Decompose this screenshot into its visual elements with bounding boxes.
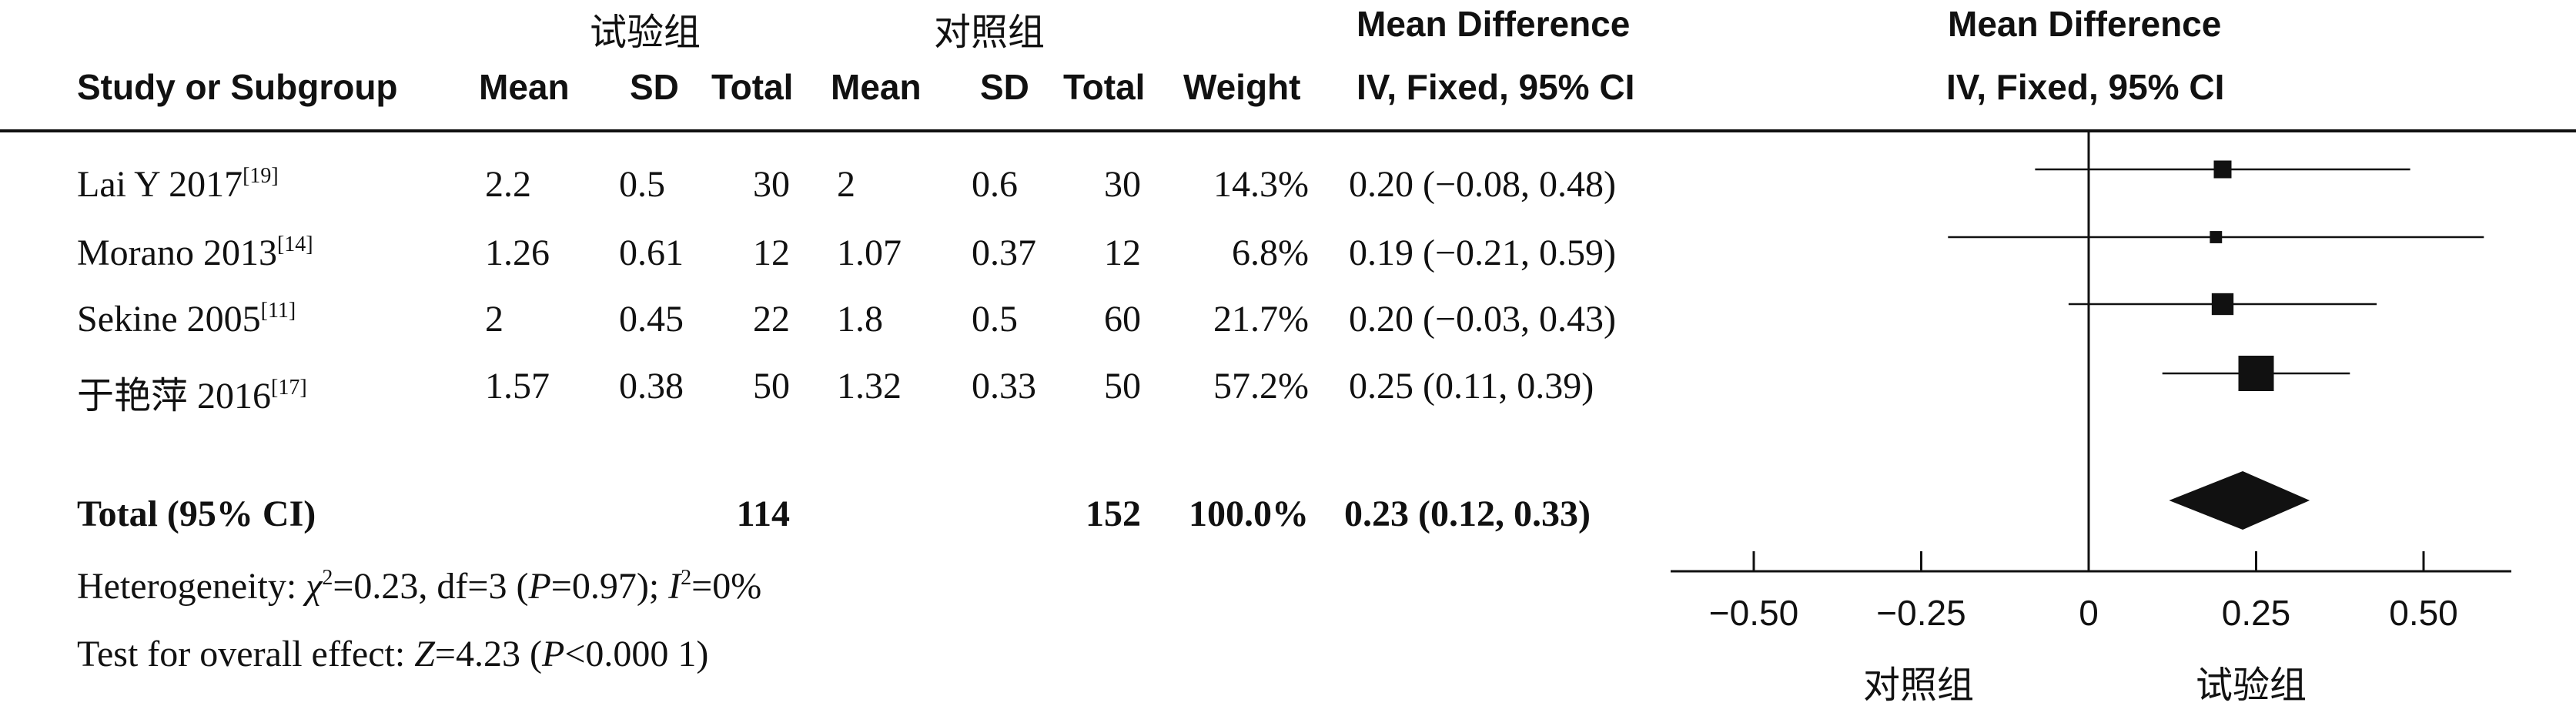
exp-mean: 1.26 — [485, 233, 550, 273]
ci-text: 0.20 (−0.08, 0.48) — [1349, 164, 1617, 205]
ctrl-sd: 0.33 — [972, 366, 1036, 407]
col-ctrl-total: Total — [1063, 67, 1146, 107]
x-tick-label: 0 — [2079, 593, 2099, 633]
exp-mean: 2 — [485, 299, 503, 340]
control-group-header: 对照组 — [934, 12, 1045, 53]
exp-total: 30 — [753, 164, 790, 205]
exp-mean: 1.57 — [485, 366, 550, 407]
pooled-effect-diamond — [2169, 471, 2310, 530]
exp-sd: 0.5 — [619, 164, 665, 205]
col-md-method: IV, Fixed, 95% CI — [1357, 67, 1635, 107]
study-name: Lai Y 2017[19] — [77, 164, 279, 205]
experimental-group-header: 试验组 — [590, 12, 701, 53]
study-name: Sekine 2005[11] — [77, 299, 296, 340]
exp-total: 50 — [753, 366, 790, 407]
study-name: Morano 2013[14] — [77, 233, 313, 273]
x-tick-label: 0.25 — [2222, 593, 2291, 633]
study-effect-square — [2213, 160, 2232, 179]
col-exp-total: Total — [711, 67, 794, 107]
exp-total: 12 — [753, 233, 790, 273]
ctrl-sd: 0.5 — [972, 299, 1018, 340]
col-ctrl-mean: Mean — [831, 67, 922, 107]
total-label: Total (95% CI) — [77, 494, 316, 534]
ctrl-mean: 1.8 — [837, 299, 883, 340]
weight: 21.7% — [1213, 299, 1309, 340]
study-effect-square — [2210, 231, 2223, 243]
md-column-title: Mean Difference — [1357, 4, 1631, 44]
ctrl-sd: 0.6 — [972, 164, 1018, 205]
x-tick-label: 0.50 — [2389, 593, 2458, 633]
weight: 14.3% — [1213, 164, 1309, 205]
exp-total: 22 — [753, 299, 790, 340]
plot-method: IV, Fixed, 95% CI — [1946, 67, 2225, 107]
col-exp-mean: Mean — [479, 67, 570, 107]
total-ci-text: 0.23 (0.12, 0.33) — [1344, 494, 1591, 534]
ctrl-total: 60 — [1104, 299, 1141, 340]
ctrl-total: 12 — [1104, 233, 1141, 273]
study-name: 于艳萍 2016[17] — [77, 376, 307, 417]
exp-sd: 0.61 — [619, 233, 684, 273]
x-tick-label: −0.25 — [1876, 593, 1965, 633]
x-tick-label: −0.50 — [1709, 593, 1798, 633]
ci-text: 0.19 (−0.21, 0.59) — [1349, 233, 1617, 273]
total-ctrl: 152 — [1086, 494, 1141, 534]
heterogeneity-text: Heterogeneity: χ2=0.23, df=3 (P=0.97); I… — [77, 566, 762, 607]
exp-mean: 2.2 — [485, 164, 531, 205]
overall-effect-text: Test for overall effect: Z=4.23 (P<0.000… — [77, 634, 709, 674]
header-rule — [0, 129, 2576, 132]
ci-text: 0.25 (0.11, 0.39) — [1349, 366, 1594, 407]
plot-title: Mean Difference — [1948, 4, 2222, 44]
col-study: Study or Subgroup — [77, 67, 398, 107]
ctrl-total: 50 — [1104, 366, 1141, 407]
favours-experimental-label: 试验组 — [2196, 665, 2307, 706]
exp-sd: 0.38 — [619, 366, 684, 407]
ctrl-mean: 1.07 — [837, 233, 902, 273]
col-weight: Weight — [1183, 67, 1301, 107]
ctrl-total: 30 — [1104, 164, 1141, 205]
total-weight: 100.0% — [1189, 494, 1309, 534]
col-ctrl-sd: SD — [980, 67, 1029, 107]
ctrl-mean: 2 — [837, 164, 855, 205]
weight: 57.2% — [1213, 366, 1309, 407]
ctrl-mean: 1.32 — [837, 366, 902, 407]
weight: 6.8% — [1232, 233, 1309, 273]
ci-text: 0.20 (−0.03, 0.43) — [1349, 299, 1617, 340]
study-effect-square — [2238, 356, 2274, 391]
study-effect-square — [2211, 293, 2234, 316]
exp-sd: 0.45 — [619, 299, 684, 340]
col-exp-sd: SD — [630, 67, 679, 107]
favours-control-label: 对照组 — [1863, 665, 1974, 706]
total-exp: 114 — [736, 494, 790, 534]
ctrl-sd: 0.37 — [972, 233, 1036, 273]
